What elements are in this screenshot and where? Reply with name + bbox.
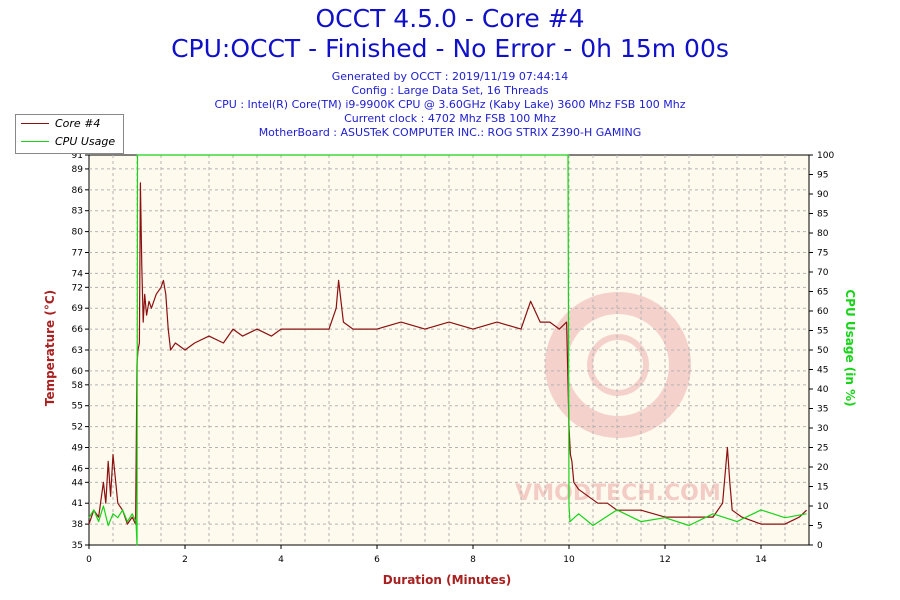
x-tick-label: 8 bbox=[470, 555, 476, 565]
y2-tick-label: 100 bbox=[817, 151, 834, 161]
chart-subtitle: CPU:OCCT - Finished - No Error - 0h 15m … bbox=[171, 34, 729, 63]
y2-tick-label: 0 bbox=[817, 541, 823, 551]
y-tick-label: 49 bbox=[72, 444, 84, 454]
info-clock: Current clock : 4702 Mhz FSB 100 Mhz bbox=[344, 112, 556, 125]
x-tick-label: 14 bbox=[755, 555, 767, 565]
x-tick-label: 0 bbox=[86, 555, 92, 565]
y2-tick-label: 30 bbox=[817, 424, 829, 434]
y2-tick-label: 45 bbox=[817, 366, 828, 376]
y2-tick-label: 15 bbox=[817, 483, 828, 493]
y2-axis-label: CPU Usage (in %) bbox=[843, 289, 857, 406]
x-axis-label: Duration (Minutes) bbox=[383, 573, 511, 587]
y-tick-label: 52 bbox=[72, 423, 83, 433]
y-tick-label: 55 bbox=[72, 402, 83, 412]
y-tick-label: 41 bbox=[72, 499, 83, 509]
info-cpu: CPU : Intel(R) Core(TM) i9-9900K CPU @ 3… bbox=[214, 98, 686, 111]
y-tick-label: 74 bbox=[72, 269, 84, 279]
y-axis-label: Temperature (°C) bbox=[43, 290, 57, 406]
y2-tick-label: 80 bbox=[817, 229, 829, 239]
y2-tick-label: 10 bbox=[817, 502, 829, 512]
y-tick-label: 38 bbox=[72, 520, 84, 530]
legend-swatch-core4 bbox=[21, 123, 49, 124]
watermark-text: VMODTECH.COM bbox=[515, 481, 721, 506]
y2-tick-label: 5 bbox=[817, 522, 823, 532]
info-config: Config : Large Data Set, 16 Threads bbox=[351, 84, 549, 97]
legend-swatch-cpu-usage bbox=[21, 141, 49, 142]
y2-tick-label: 55 bbox=[817, 327, 828, 337]
x-tick-label: 6 bbox=[374, 555, 380, 565]
y-tick-label: 80 bbox=[72, 228, 84, 238]
watermark-emblem-inner bbox=[587, 334, 649, 396]
legend-item-core4: Core #4 bbox=[16, 115, 123, 133]
y-tick-label: 91 bbox=[72, 151, 83, 161]
y-tick-label: 60 bbox=[72, 367, 84, 377]
y2-tick-label: 75 bbox=[817, 249, 828, 259]
y-tick-label: 46 bbox=[72, 464, 84, 474]
y2-tick-label: 70 bbox=[817, 268, 829, 278]
y2-tick-label: 95 bbox=[817, 171, 828, 181]
y-tick-label: 83 bbox=[72, 207, 83, 217]
x-tick-label: 10 bbox=[563, 555, 575, 565]
y-tick-label: 69 bbox=[72, 304, 84, 314]
y-tick-label: 63 bbox=[72, 346, 83, 356]
y2-tick-label: 85 bbox=[817, 210, 828, 220]
y-tick-label: 77 bbox=[72, 249, 83, 259]
legend-item-cpu-usage: CPU Usage bbox=[16, 133, 123, 151]
series-line-cpu-usage bbox=[88, 154, 807, 546]
y2-tick-label: 35 bbox=[817, 405, 828, 415]
y-tick-label: 72 bbox=[72, 283, 83, 293]
y-tick-label: 66 bbox=[72, 325, 84, 335]
chart-title: OCCT 4.5.0 - Core #4 bbox=[315, 4, 585, 33]
info-generated: Generated by OCCT : 2019/11/19 07:44:14 bbox=[331, 70, 569, 83]
y2-tick-label: 25 bbox=[817, 444, 828, 454]
y-tick-label: 44 bbox=[72, 478, 84, 488]
y-tick-label: 89 bbox=[72, 165, 84, 175]
legend-label-cpu-usage: CPU Usage bbox=[55, 135, 116, 148]
y2-tick-label: 20 bbox=[817, 463, 829, 473]
info-motherboard: MotherBoard : ASUSTeK COMPUTER INC.: ROG… bbox=[258, 126, 642, 139]
y2-tick-label: 90 bbox=[817, 190, 829, 200]
y2-tick-label: 60 bbox=[817, 307, 829, 317]
y-tick-label: 58 bbox=[72, 381, 84, 391]
x-tick-label: 2 bbox=[182, 555, 188, 565]
x-tick-label: 4 bbox=[278, 555, 284, 565]
y2-tick-label: 40 bbox=[817, 385, 829, 395]
chart-legend: Core #4 CPU Usage bbox=[15, 114, 124, 154]
x-tick-label: 12 bbox=[659, 555, 670, 565]
legend-label-core4: Core #4 bbox=[55, 117, 101, 130]
y2-tick-label: 50 bbox=[817, 346, 829, 356]
y-tick-label: 35 bbox=[72, 541, 83, 551]
y2-tick-label: 65 bbox=[817, 288, 828, 298]
y-tick-label: 86 bbox=[72, 186, 84, 196]
